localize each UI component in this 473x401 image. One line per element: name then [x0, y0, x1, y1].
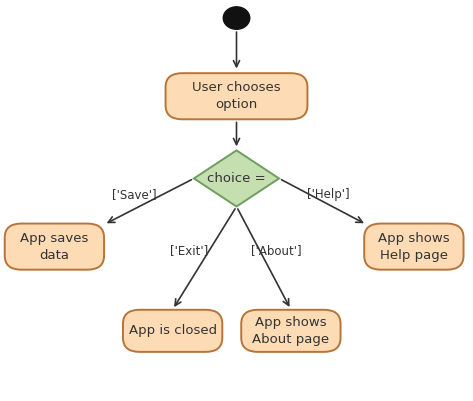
Text: App shows
About page: App shows About page — [252, 316, 330, 346]
FancyBboxPatch shape — [5, 224, 104, 269]
FancyBboxPatch shape — [166, 73, 307, 119]
FancyBboxPatch shape — [241, 310, 341, 352]
Text: App shows
Help page: App shows Help page — [378, 232, 450, 261]
Text: ['Exit']: ['Exit'] — [170, 244, 208, 257]
Text: App is closed: App is closed — [129, 324, 217, 337]
Text: choice =: choice = — [207, 172, 266, 185]
Circle shape — [223, 7, 250, 29]
Text: ['Help']: ['Help'] — [307, 188, 350, 201]
Text: ['Save']: ['Save'] — [113, 188, 157, 201]
FancyBboxPatch shape — [364, 224, 464, 269]
Text: App saves
data: App saves data — [20, 232, 88, 261]
Polygon shape — [194, 150, 279, 207]
Text: ['About']: ['About'] — [251, 244, 302, 257]
Text: User chooses
option: User chooses option — [192, 81, 281, 111]
FancyBboxPatch shape — [123, 310, 222, 352]
